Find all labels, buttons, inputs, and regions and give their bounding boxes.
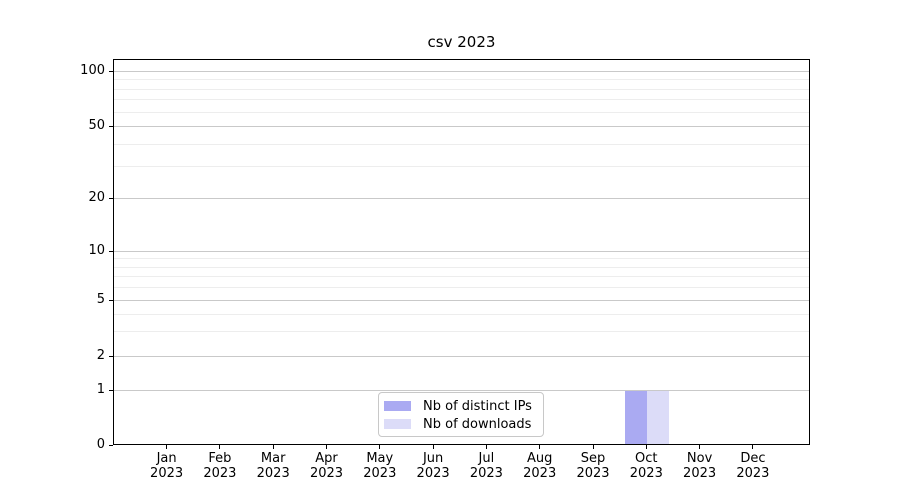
x-tick-label-line: 2023 [629,466,663,481]
x-tickmark-9 [645,445,647,449]
minor-gridline [114,258,809,260]
x-tickmark-1 [219,445,221,449]
legend-item-distinct-ips: Nb of distinct IPs [384,397,543,415]
legend-swatch-downloads [384,419,411,429]
x-tick-label-line: May [366,451,394,466]
y-tick-label-5: 5 [96,292,105,307]
x-tickmark-11 [752,445,754,449]
bar-nb-of-downloads-9 [647,391,670,444]
x-tick-label-line: 2023 [363,466,397,481]
legend-item-downloads: Nb of downloads [384,415,543,433]
x-tick-label-line: 2023 [416,466,450,481]
x-tick-label-line: Jun [422,451,444,466]
y-tickmark-0 [109,444,113,446]
legend-label-downloads: Nb of downloads [423,416,532,432]
y-tickmark-100 [109,70,113,72]
x-tickmark-4 [379,445,381,449]
x-tick-label-7: Aug 2023 [498,451,582,481]
x-tick-label-3: Apr 2023 [285,451,369,481]
minor-gridline [114,331,809,333]
y-tickmark-20 [109,197,113,199]
chart-title: csv 2023 [427,33,496,51]
minor-gridline [114,88,809,90]
legend-label-distinct-ips: Nb of distinct IPs [423,398,532,414]
bar-nb-of-distinct-ips-9 [625,391,648,444]
x-tick-label-1: Feb 2023 [178,451,262,481]
major-gridline-100 [114,71,809,72]
x-tick-label-line: 2023 [576,466,610,481]
major-gridline-5 [114,300,809,301]
y-tick-label-2: 2 [96,348,105,363]
x-tick-label-5: Jun 2023 [391,451,475,481]
x-tick-label-2: Mar 2023 [231,451,315,481]
x-tick-label-11: Dec 2023 [711,451,795,481]
x-tick-label-line: 2023 [523,466,557,481]
x-tick-label-line: 2023 [736,466,770,481]
x-tickmark-0 [166,445,168,449]
x-tickmark-8 [592,445,594,449]
major-gridline-50 [114,126,809,127]
x-tick-label-line: Aug [526,451,553,466]
x-tick-label-line: Oct [635,451,658,466]
y-tickmark-5 [109,299,113,301]
x-tick-label-line: Jan [156,451,177,466]
minor-gridline [114,266,809,268]
x-tick-label-line: 2023 [683,466,717,481]
y-tickmark-10 [109,250,113,252]
minor-gridline [114,111,809,113]
y-tickmark-2 [109,355,113,357]
minor-gridline [114,143,809,145]
y-tick-label-10: 10 [88,243,105,258]
x-tick-label-6: Jul 2023 [444,451,528,481]
minor-gridline [114,79,809,81]
major-gridline-10 [114,251,809,252]
x-tick-label-line: Feb [208,451,232,466]
minor-gridline [114,276,809,278]
x-tickmark-5 [432,445,434,449]
major-gridline-1 [114,390,809,391]
x-tick-label-0: Jan 2023 [125,451,209,481]
x-tick-label-4: May 2023 [338,451,422,481]
y-tick-label-100: 100 [80,63,105,78]
x-tickmark-10 [699,445,701,449]
major-gridline-2 [114,356,809,357]
x-tickmark-2 [272,445,274,449]
x-tickmark-6 [485,445,487,449]
major-gridline-20 [114,198,809,199]
x-tickmark-3 [326,445,327,449]
x-tick-label-line: Dec [740,451,766,466]
x-tick-label-line: 2023 [150,466,184,481]
y-tickmark-1 [109,389,113,391]
minor-gridline [114,313,809,315]
x-tick-label-10: Nov 2023 [658,451,742,481]
x-tick-label-8: Sep 2023 [551,451,635,481]
plot-area [113,59,810,445]
x-tick-label-line: 2023 [203,466,237,481]
x-tick-label-9: Oct 2023 [604,451,688,481]
x-tick-label-line: Mar [260,451,286,466]
x-tickmark-7 [539,445,541,449]
minor-gridline [114,99,809,101]
x-tick-label-line: Nov [686,451,713,466]
y-tick-label-20: 20 [88,190,105,205]
x-tick-label-line: Apr [315,451,338,466]
y-tickmark-50 [109,125,113,127]
x-tick-label-line: Sep [580,451,606,466]
y-tick-label-1: 1 [96,382,105,397]
x-tick-label-line: 2023 [309,466,344,481]
legend: Nb of distinct IPs Nb of downloads [378,392,544,437]
minor-gridline [114,287,809,289]
minor-gridline [114,166,809,168]
y-tick-label-0: 0 [96,437,105,452]
legend-swatch-distinct-ips [384,401,411,411]
y-tick-label-50: 50 [88,118,105,133]
x-tick-label-line: Jul [478,451,495,466]
x-tick-label-line: 2023 [469,466,503,481]
x-tick-label-line: 2023 [256,466,290,481]
